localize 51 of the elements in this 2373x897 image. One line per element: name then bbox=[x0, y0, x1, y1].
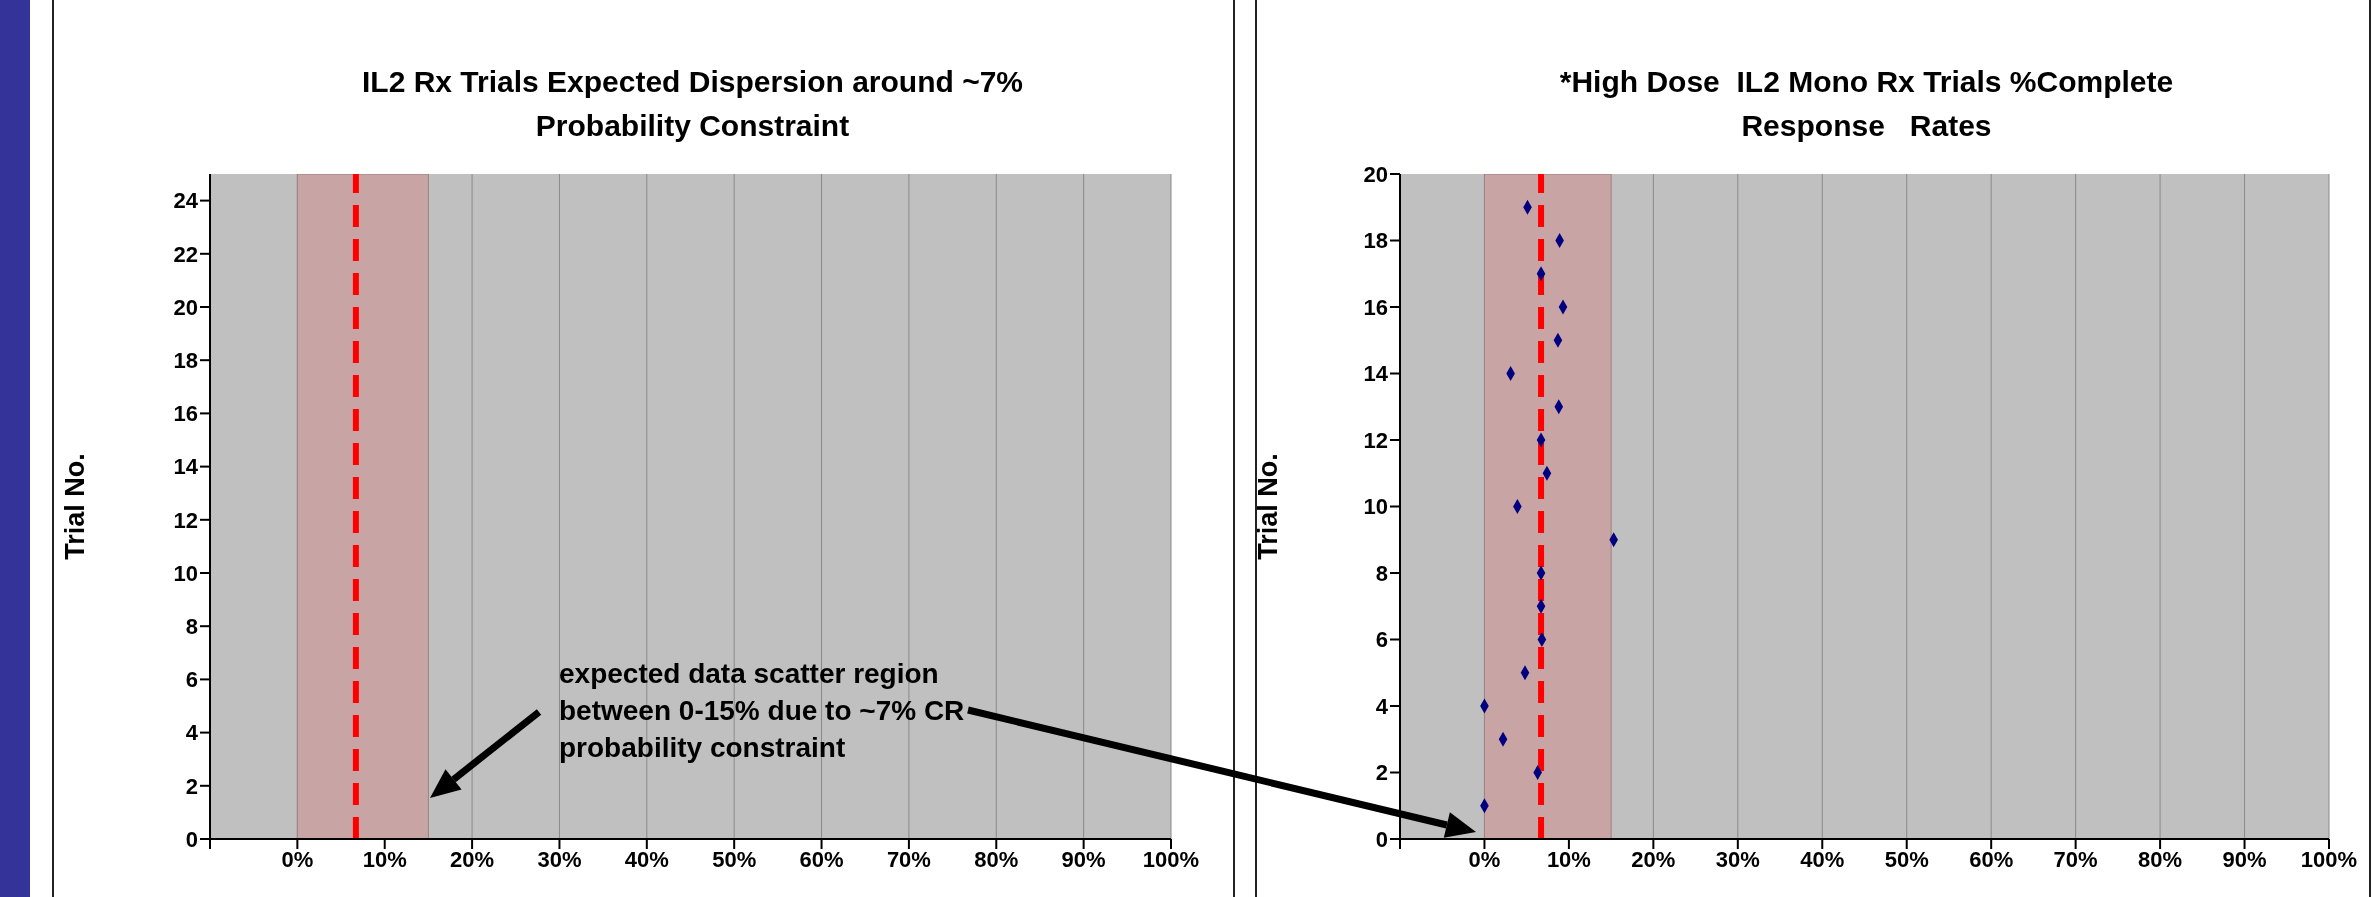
x-tick-label: 10% bbox=[1546, 846, 1591, 872]
x-tick-label: 20% bbox=[1631, 846, 1676, 872]
y-tick-label: 8 bbox=[1375, 560, 1388, 586]
x-tick-label: 60% bbox=[799, 846, 844, 872]
y-tick-label: 18 bbox=[1363, 228, 1388, 254]
y-axis-title: Trial No. bbox=[59, 453, 90, 560]
y-tick-label: 18 bbox=[173, 348, 198, 374]
x-tick-label: 60% bbox=[1969, 846, 2014, 872]
chart-title: *High Dose IL2 Mono Rx Trials %Complete Response Rates bbox=[1558, 64, 2175, 144]
y-tick-label: 16 bbox=[173, 401, 198, 427]
x-tick-label: 80% bbox=[974, 846, 1019, 872]
x-tick-label: 100% bbox=[1142, 846, 1200, 872]
y-tick-label: 24 bbox=[173, 188, 199, 214]
y-tick-label: 8 bbox=[185, 614, 198, 640]
x-tick-label: 20% bbox=[450, 846, 495, 872]
y-tick-label: 6 bbox=[1375, 627, 1388, 653]
y-tick-label: 14 bbox=[1363, 361, 1389, 387]
x-tick-label: 100% bbox=[2300, 846, 2358, 872]
annotation: expected data scatter region between 0-15% due to ~7% CR probability constraint bbox=[559, 657, 966, 765]
x-tick-label: 90% bbox=[2222, 846, 2267, 872]
y-tick-label: 2 bbox=[185, 773, 198, 799]
y-tick-label: 2 bbox=[1375, 760, 1388, 786]
x-tick-label: 70% bbox=[2053, 846, 2098, 872]
x-tick-label: 30% bbox=[537, 846, 582, 872]
x-tick-label: 0% bbox=[1468, 846, 1501, 872]
y-axis-title: Trial No. bbox=[1252, 453, 1283, 560]
y-tick-label: 16 bbox=[1363, 294, 1388, 320]
y-tick-label: 12 bbox=[1363, 427, 1388, 453]
y-tick-label: 10 bbox=[173, 560, 198, 586]
x-tick-label: 0% bbox=[281, 846, 314, 872]
y-tick-label: 6 bbox=[185, 667, 198, 693]
y-tick-label: 0 bbox=[185, 826, 198, 852]
chart-title: IL2 Rx Trials Expected Dispersion around ~7% Probability Constraint bbox=[360, 64, 1025, 144]
x-tick-label: 50% bbox=[1884, 846, 1929, 872]
y-tick-label: 12 bbox=[173, 507, 198, 533]
y-tick-label: 4 bbox=[1375, 693, 1389, 719]
y-tick-label: 10 bbox=[1363, 494, 1388, 520]
y-tick-label: 22 bbox=[173, 241, 198, 267]
y-tick-label: 14 bbox=[173, 454, 199, 480]
x-tick-label: 90% bbox=[1061, 846, 1106, 872]
x-tick-label: 40% bbox=[1800, 846, 1845, 872]
x-tick-label: 80% bbox=[2138, 846, 2183, 872]
x-tick-label: 50% bbox=[712, 846, 757, 872]
x-tick-label: 40% bbox=[624, 846, 669, 872]
x-tick-label: 30% bbox=[1715, 846, 1760, 872]
y-tick-label: 20 bbox=[173, 294, 198, 320]
y-tick-label: 0 bbox=[1375, 826, 1388, 852]
y-tick-label: 20 bbox=[1363, 161, 1388, 187]
y-tick-label: 4 bbox=[185, 720, 199, 746]
x-tick-label: 10% bbox=[362, 846, 407, 872]
x-tick-label: 70% bbox=[886, 846, 931, 872]
